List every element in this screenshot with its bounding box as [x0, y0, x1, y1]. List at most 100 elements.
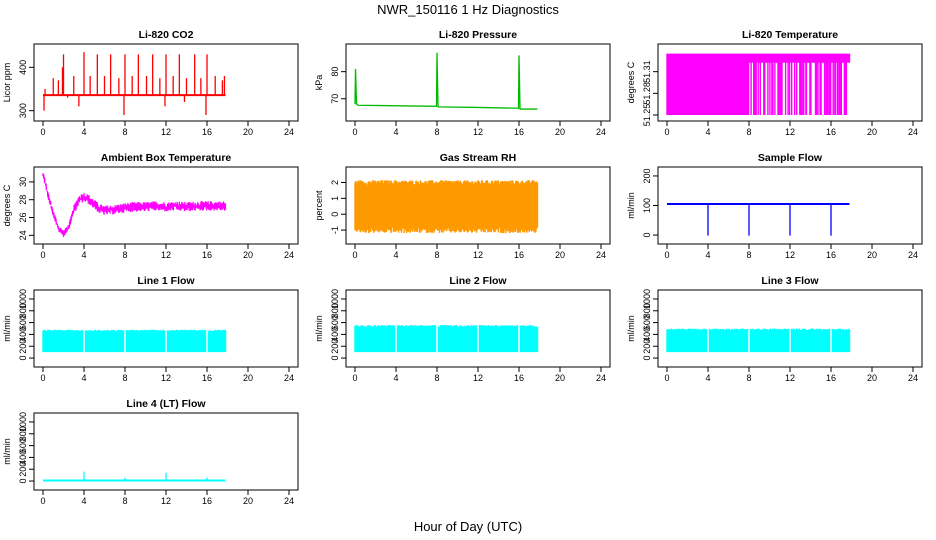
y-tick-label: 80 — [330, 67, 340, 77]
x-tick-label: 8 — [746, 127, 751, 137]
x-tick-label: 8 — [122, 373, 127, 383]
y-tick-label: 24 — [18, 230, 28, 240]
y-tick-label: 0 — [18, 479, 28, 484]
x-tick-label: 12 — [785, 250, 795, 260]
y-tick-label: 600 — [18, 438, 28, 453]
y-tick-label: 800 — [18, 303, 28, 318]
x-tick-label: 4 — [393, 250, 398, 260]
y-tick-label: 400 — [18, 450, 28, 465]
series-fill — [666, 328, 851, 353]
y-tick-label: 200 — [18, 339, 28, 354]
data-series — [354, 52, 538, 110]
x-tick-label: 16 — [826, 127, 836, 137]
x-tick-label: 4 — [393, 373, 398, 383]
x-tick-label: 16 — [826, 250, 836, 260]
x-tick-label: 4 — [81, 127, 86, 137]
x-tick-label: 24 — [284, 250, 294, 260]
x-tick-label: 8 — [122, 496, 127, 506]
series-line — [354, 52, 538, 110]
series-fill — [42, 329, 227, 353]
x-tick-label: 20 — [243, 496, 253, 506]
data-series — [354, 180, 539, 234]
y-tick-label: 51.25 — [642, 104, 652, 127]
panel-2: Li-820 Pressure kPa 0 4 8 12 16 20 24 70 80 — [314, 29, 611, 137]
y-tick-label: 400 — [18, 60, 28, 75]
y-tick-label: 26 — [18, 213, 28, 223]
y-tick-label: 70 — [330, 94, 340, 104]
plot-frame — [33, 289, 299, 368]
y-tick-label: -1 — [330, 226, 340, 234]
x-tick-label: 8 — [434, 373, 439, 383]
y-axis-label: degrees C — [626, 61, 636, 103]
y-tick-label: 200 — [330, 339, 340, 354]
x-tick-label: 20 — [243, 250, 253, 260]
y-tick-label: 1 — [330, 196, 340, 201]
x-tick-label: 20 — [243, 373, 253, 383]
x-tick-label: 0 — [664, 127, 669, 137]
x-tick-label: 0 — [40, 127, 45, 137]
y-axis-label: degrees C — [2, 184, 12, 226]
x-tick-label: 24 — [596, 373, 606, 383]
y-axis-label: ml/min — [314, 315, 324, 342]
y-axis-label: ml/min — [626, 192, 636, 219]
x-tick-label: 16 — [514, 127, 524, 137]
y-tick-label: 800 — [18, 426, 28, 441]
panel-title: Sample Flow — [758, 152, 823, 164]
x-tick-label: 24 — [908, 373, 918, 383]
x-tick-label: 24 — [284, 373, 294, 383]
x-tick-label: 4 — [393, 127, 398, 137]
x-tick-label: 16 — [514, 373, 524, 383]
y-tick-label: 1000 — [330, 289, 340, 309]
x-tick-label: 16 — [514, 250, 524, 260]
data-series — [354, 324, 539, 353]
x-tick-label: 0 — [664, 250, 669, 260]
x-tick-label: 24 — [596, 127, 606, 137]
x-tick-label: 20 — [243, 127, 253, 137]
panel-6: Sample Flow ml/min 0 4 8 12 16 20 24 0 100 200 — [626, 152, 923, 260]
x-tick-label: 16 — [202, 496, 212, 506]
y-axis-label: ml/min — [626, 315, 636, 342]
x-tick-label: 12 — [473, 373, 483, 383]
x-tick-label: 20 — [555, 250, 565, 260]
y-tick-label: 51.28 — [642, 82, 652, 105]
series-band — [42, 173, 227, 237]
y-tick-label: 0 — [330, 212, 340, 217]
panel-8: Line 2 Flow ml/min 0 4 8 12 16 20 24 0 20040060080… — [314, 275, 611, 383]
x-tick-label: 4 — [705, 127, 710, 137]
x-tick-label: 24 — [596, 250, 606, 260]
x-tick-label: 12 — [161, 250, 171, 260]
panel-7: Line 1 Flow ml/min 0 4 8 12 16 20 24 0 20040060080… — [2, 275, 299, 383]
y-tick-label: 200 — [18, 462, 28, 477]
y-tick-label: 0 — [642, 233, 652, 238]
figure-x-axis-label: Hour of Day (UTC) — [414, 519, 522, 534]
data-series — [666, 53, 851, 115]
panel-title: Li-820 Temperature — [742, 29, 838, 41]
y-axis-label: kPa — [314, 75, 324, 91]
x-tick-label: 24 — [908, 127, 918, 137]
panel-3: Li-820 Temperature degrees C 0 4 8 12 16 20 24 51… — [626, 29, 923, 137]
y-tick-label: 400 — [642, 327, 652, 342]
panel-title: Line 2 Flow — [449, 275, 507, 287]
y-tick-label: 28 — [18, 195, 28, 205]
y-axis-label: ml/min — [2, 315, 12, 342]
y-tick-label: 2 — [330, 180, 340, 185]
x-tick-label: 0 — [352, 373, 357, 383]
x-tick-label: 8 — [122, 250, 127, 260]
figure-title: NWR_150116 1 Hz Diagnostics — [377, 2, 559, 17]
x-tick-label: 16 — [202, 373, 212, 383]
x-tick-label: 4 — [81, 496, 86, 506]
y-axis-label: ml/min — [2, 438, 12, 465]
x-tick-label: 16 — [202, 127, 212, 137]
x-tick-label: 8 — [746, 373, 751, 383]
x-tick-label: 8 — [434, 250, 439, 260]
y-axis-label: percent — [314, 190, 324, 221]
x-tick-label: 16 — [826, 373, 836, 383]
y-tick-label: 1000 — [18, 412, 28, 432]
x-tick-label: 8 — [434, 127, 439, 137]
x-tick-label: 4 — [705, 250, 710, 260]
x-tick-label: 0 — [40, 250, 45, 260]
x-tick-label: 12 — [161, 496, 171, 506]
